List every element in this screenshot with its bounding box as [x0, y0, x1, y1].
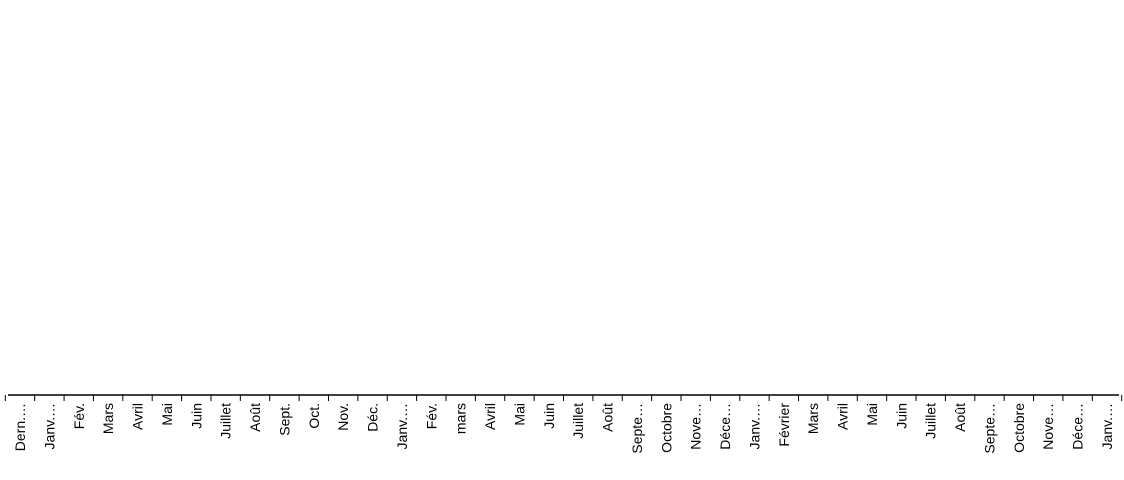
x-tick-label: Avril	[835, 403, 851, 430]
x-tick-label: Mai	[511, 403, 527, 426]
x-tick-label: mars	[453, 403, 469, 434]
x-tick-label: Déce…	[1070, 403, 1086, 450]
x-tick-label: Fév.	[71, 403, 87, 429]
x-tick-label: Janv.…	[1099, 403, 1115, 449]
x-tick-label: Mai	[864, 403, 880, 426]
x-tick-label: Oct.	[306, 403, 322, 429]
x-tick-label: Nov.	[335, 403, 351, 431]
x-tick-label: Déc.	[365, 403, 381, 432]
x-tick-label: Déce…	[717, 403, 733, 450]
x-tick-label: Nove…	[688, 403, 704, 450]
x-tick-label: Juin	[541, 403, 557, 429]
x-tick-label: Janv.…	[394, 403, 410, 449]
x-tick-label: Février	[776, 403, 792, 447]
x-tick-label: Mai	[159, 403, 175, 426]
x-tick-label: Juillet	[570, 403, 586, 439]
x-tick-label: Septe…	[981, 403, 997, 454]
x-tick-labels: Dern.… Janv.… Fév. Mars Avril Mai Juin Juillet A…	[12, 403, 1115, 454]
x-tick-label: Octobre	[658, 403, 674, 453]
x-tick-label: Nove…	[1040, 403, 1056, 450]
x-tick-label: Janv.…	[746, 403, 762, 449]
x-tick-label: Juin	[893, 403, 909, 429]
x-tick-label: Fév.	[423, 403, 439, 429]
x-tick-label: Août	[600, 403, 616, 432]
x-tick-label: Juillet	[923, 403, 939, 439]
x-tick-label: Août	[952, 403, 968, 432]
x-tick-label: Juin	[188, 403, 204, 429]
x-tick-label: Septe…	[629, 403, 645, 454]
x-tick-label: Avril	[482, 403, 498, 430]
x-tick-label: Sept.	[276, 403, 292, 436]
x-tick-label: Dern.…	[12, 403, 28, 451]
x-tick-label: Janv.…	[41, 403, 57, 449]
x-tick-label: Août	[247, 403, 263, 432]
x-tick-label: Mars	[805, 403, 821, 434]
x-tick-label: Avril	[130, 403, 146, 430]
x-tick-label: Juillet	[218, 403, 234, 439]
x-tick-label: Mars	[100, 403, 116, 434]
x-axis	[4, 394, 1123, 401]
x-tick-label: Octobre	[1011, 403, 1027, 453]
